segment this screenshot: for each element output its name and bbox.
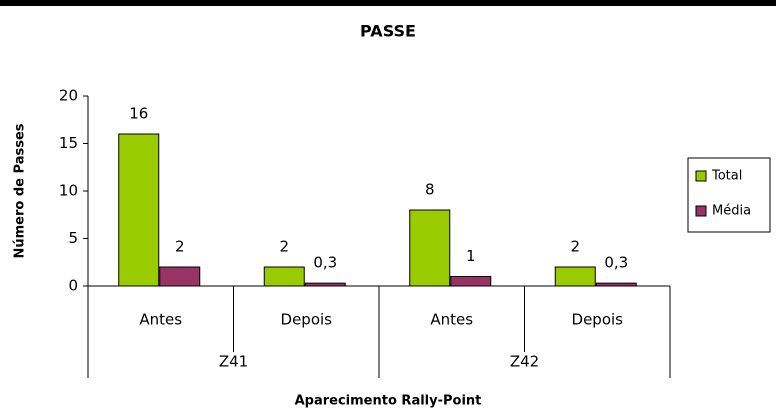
bar <box>409 209 451 287</box>
x-tick-label: Antes <box>139 311 182 329</box>
y-tick-label: 10 <box>59 182 78 200</box>
y-tick-label: 15 <box>59 134 78 152</box>
x-tick-label: Depois <box>572 311 624 329</box>
data-label: 8 <box>425 181 435 199</box>
x-axis-title: Aparecimento Rally-Point <box>295 394 482 409</box>
data-label: 0,3 <box>313 254 337 272</box>
legend-swatch <box>695 170 707 182</box>
bar <box>159 266 201 287</box>
data-label: 2 <box>279 238 289 256</box>
data-label: 0,3 <box>604 254 628 272</box>
data-label: 2 <box>175 238 185 256</box>
data-label: 1 <box>466 247 476 265</box>
y-tick-label: 20 <box>59 87 78 105</box>
top-border <box>0 0 776 6</box>
bar <box>554 266 596 287</box>
y-axis-title: Número de Passes <box>13 123 28 258</box>
group-label: Z42 <box>510 353 539 371</box>
bar <box>118 133 160 287</box>
data-label: 2 <box>570 238 580 256</box>
legend-label: Total <box>711 169 742 184</box>
bar <box>450 276 492 287</box>
y-tick-label: 5 <box>68 229 78 247</box>
x-tick-label: Antes <box>430 311 473 329</box>
legend-label: Média <box>712 204 751 219</box>
y-tick-label: 0 <box>68 277 78 295</box>
group-label: Z41 <box>219 353 248 371</box>
bar <box>263 266 305 287</box>
legend-swatch <box>695 205 707 217</box>
legend-box <box>687 157 771 233</box>
data-label: 16 <box>129 105 148 123</box>
x-tick-label: Depois <box>281 311 333 329</box>
chart-title: PASSE <box>360 22 416 41</box>
